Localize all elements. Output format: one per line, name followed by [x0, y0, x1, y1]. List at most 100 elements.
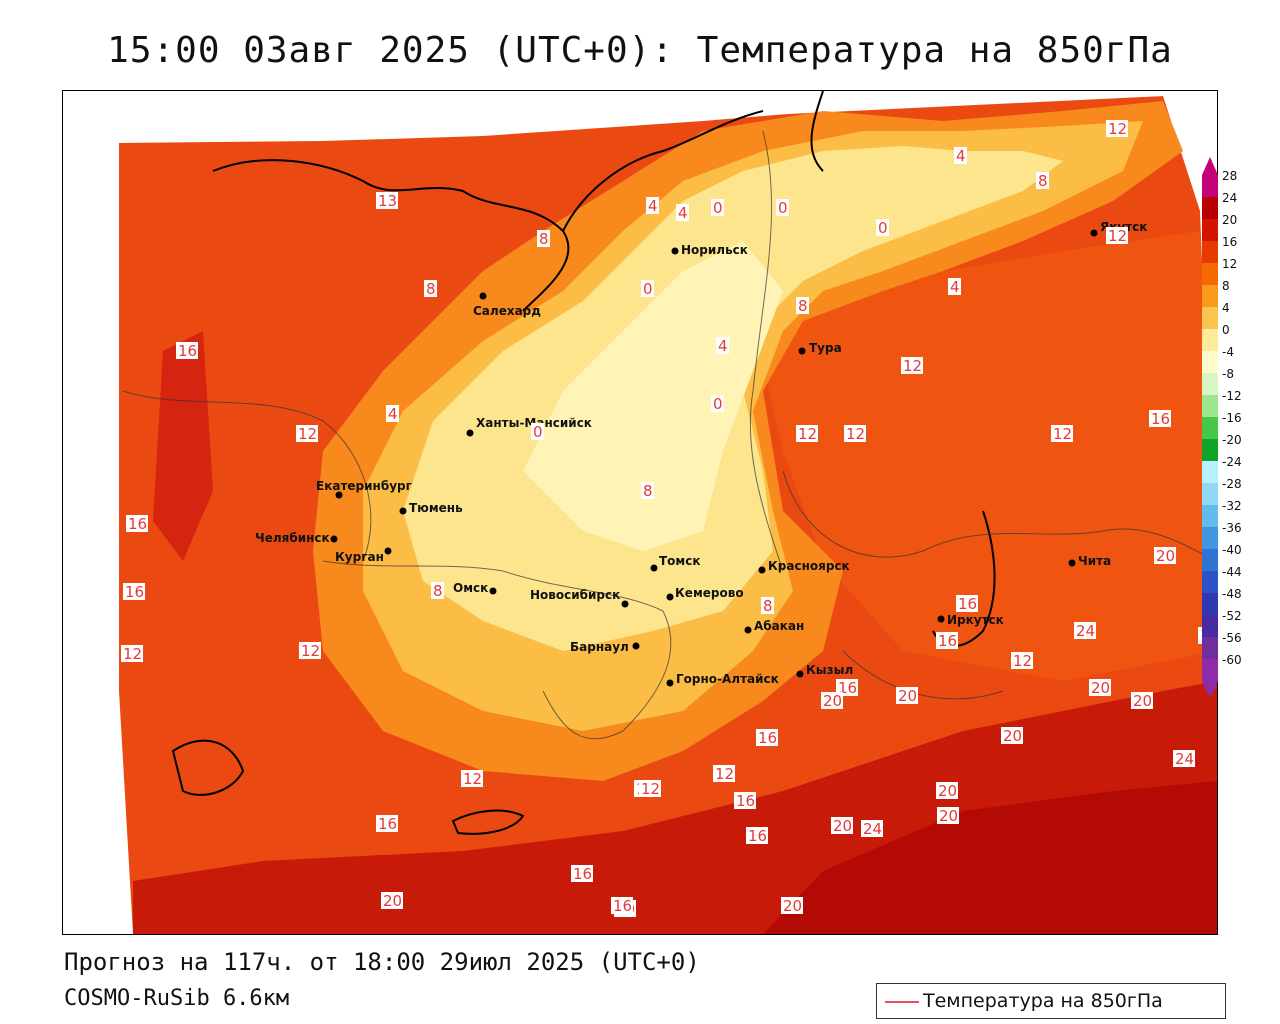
contour-label: 20 — [1156, 547, 1175, 565]
city-label-tomsk: Томск — [659, 554, 701, 568]
colorbar-segment — [1202, 615, 1218, 637]
colorbar-tick-label: -44 — [1222, 565, 1242, 579]
city-dot-kyzyl[interactable] — [796, 670, 804, 678]
city-dot-khanty-mansiysk[interactable] — [466, 429, 474, 437]
city-dot-yakutsk[interactable] — [1090, 229, 1098, 237]
contour-label: 20 — [833, 817, 852, 835]
city-dot-krasnoyarsk[interactable] — [758, 566, 766, 574]
city-dot-kemerovo[interactable] — [666, 593, 674, 601]
colorbar-tick-label: -52 — [1222, 609, 1242, 623]
colorbar-top-arrow — [1202, 157, 1218, 175]
colorbar-tick-label: -8 — [1222, 367, 1234, 381]
contour-label: 12 — [903, 357, 922, 375]
city-label-omsk: Омск — [453, 581, 488, 595]
contour-label-bg — [937, 807, 959, 824]
temp-zone-below-0 — [523, 241, 783, 551]
city-dot-irkutsk[interactable] — [937, 615, 945, 623]
contour-label-bg — [381, 892, 403, 909]
temp-zone-24-south — [763, 781, 1217, 934]
contour-label-bg — [756, 729, 778, 746]
city-label-abakan: Абакан — [754, 619, 804, 633]
contour-label: 12 — [1108, 120, 1127, 138]
city-dot-chita[interactable] — [1068, 559, 1076, 567]
contour-label: 8 — [1038, 172, 1048, 190]
contour-label-bg — [676, 204, 689, 221]
contour-label-bg — [844, 425, 866, 442]
contour-label: 0 — [778, 199, 788, 217]
city-dot-kurgan[interactable] — [384, 547, 392, 555]
contour-label-bg — [299, 642, 321, 659]
contour-label: 8 — [643, 482, 653, 500]
colorbar-segment — [1202, 351, 1218, 373]
city-dot-abakan[interactable] — [744, 626, 752, 634]
city-dot-tyumen[interactable] — [399, 507, 407, 515]
city-dot-novosibirsk[interactable] — [621, 600, 629, 608]
contour-label: 16 — [736, 792, 755, 810]
temperature-map[interactable]: Норильск Якутск Салехард Тура Ханты-Манс… — [62, 90, 1218, 935]
city-label-chelyabinsk: Челябинск — [255, 531, 330, 545]
city-dot-omsk[interactable] — [489, 587, 497, 595]
contour-label-bg — [1154, 547, 1176, 564]
city-dot-gorno-altaysk[interactable] — [666, 679, 674, 687]
colorbar-segment — [1202, 197, 1218, 219]
colorbar-tick-label: 4 — [1222, 301, 1230, 315]
contour-label: 20 — [939, 807, 958, 825]
colorbar-segment — [1202, 593, 1218, 615]
admin-borders — [122, 130, 1217, 740]
temp-zone-16-west — [153, 331, 213, 561]
city-dot-salekhard[interactable] — [479, 292, 487, 300]
contour-label-bg — [1149, 410, 1171, 427]
contour-label-bg — [1106, 120, 1128, 137]
colorbar-segment — [1202, 417, 1218, 439]
map-canvas[interactable]: Норильск Якутск Салехард Тура Ханты-Манс… — [63, 91, 1217, 934]
city-label-tyumen: Тюмень — [409, 501, 463, 515]
contour-label-bg — [716, 337, 729, 354]
contour-label-bg — [176, 342, 198, 359]
city-dot-ekaterinburg[interactable] — [335, 491, 343, 499]
city-dot-barnaul[interactable] — [632, 642, 640, 650]
contour-label-bg — [1051, 425, 1073, 442]
legend-line-sample — [885, 1001, 919, 1003]
contour-label-bg — [711, 199, 724, 216]
colorbar-segment — [1202, 637, 1218, 659]
city-label-irkutsk: Иркутск — [947, 613, 1004, 627]
contour-label: 20 — [1091, 679, 1110, 697]
contour-label: 4 — [678, 204, 688, 222]
contour-label-bg — [734, 792, 756, 809]
contour-label: 13 — [378, 192, 397, 210]
contour-label-bg — [296, 425, 318, 442]
contour-label: 20 — [383, 892, 402, 910]
colorbar-tick-label: 8 — [1222, 279, 1230, 293]
colorbar-segment — [1202, 659, 1218, 681]
contour-label: 12 — [301, 642, 320, 660]
contour-label: 12 — [298, 425, 317, 443]
city-label-gorno-altaysk: Горно-Алтайск — [676, 672, 779, 686]
contour-label-bg — [954, 147, 967, 164]
contour-label-bg — [831, 817, 853, 834]
contour-label: 20 — [1003, 727, 1022, 745]
contour-label: 8 — [433, 582, 443, 600]
contour-label-bg — [537, 230, 550, 247]
contour-label-bg — [796, 297, 809, 314]
colorbar-segment — [1202, 461, 1218, 483]
contour-label-bg — [1173, 750, 1195, 767]
contour-label-bg — [901, 357, 923, 374]
city-dot-chelyabinsk[interactable] — [330, 535, 338, 543]
colorbar-tick-label: 0 — [1222, 323, 1230, 337]
contour-label-bg — [776, 199, 789, 216]
city-dot-norilsk[interactable] — [671, 247, 679, 255]
city-dot-tomsk[interactable] — [650, 564, 658, 572]
contour-label: 16 — [125, 583, 144, 601]
temp-zone-12-east — [753, 231, 1217, 681]
contour-label-bg — [896, 687, 918, 704]
colorbar-tick-label: 24 — [1222, 191, 1238, 205]
city-dot-tura[interactable] — [798, 347, 806, 355]
colorbar-segment — [1202, 571, 1218, 593]
contour-label-bg — [761, 597, 774, 614]
colorbar-segment — [1202, 175, 1218, 197]
contour-label-bg — [1001, 727, 1023, 744]
contour-label-bg — [386, 405, 399, 422]
arctic-area-north — [703, 91, 1217, 121]
colorbar-tick-label: -56 — [1222, 631, 1242, 645]
